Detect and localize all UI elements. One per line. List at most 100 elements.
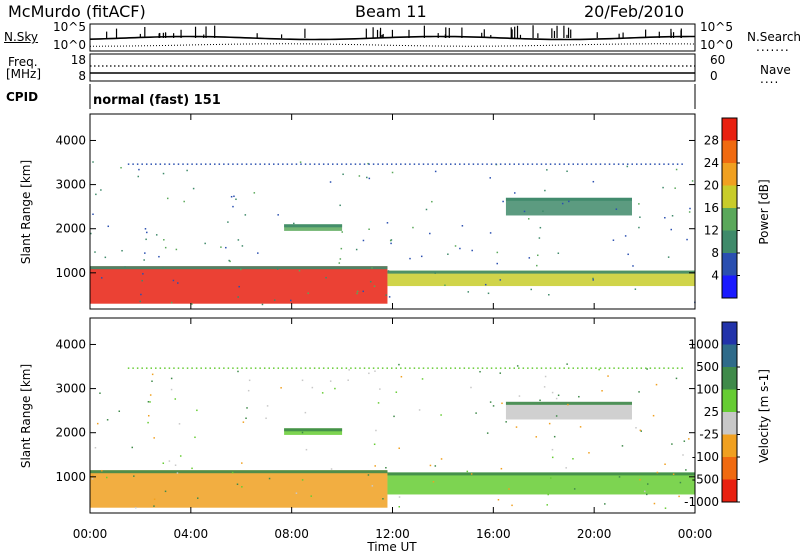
scatter-point (539, 226, 542, 229)
nsearch-label: N.Search (747, 30, 800, 44)
scatter-point (164, 163, 166, 165)
scatter-point (664, 463, 666, 466)
scatter-point (688, 211, 691, 213)
cpid-panel: normal (fast) 151 (89, 84, 696, 109)
scatter-point (548, 422, 551, 425)
scatter-point (468, 367, 470, 369)
scatter-point (667, 367, 670, 369)
scatter-point (530, 288, 532, 291)
scatter-point (670, 228, 672, 231)
scatter-point (172, 279, 175, 282)
scatter-point (385, 466, 387, 469)
scatter-point (672, 367, 674, 369)
scatter-point (371, 267, 373, 269)
time-axis-label: Time UT (366, 540, 417, 554)
scatter-point (318, 163, 320, 165)
feature-band (90, 470, 388, 508)
scatter-point (682, 454, 684, 456)
scatter-point (639, 216, 641, 218)
scatter-point (653, 502, 656, 505)
scatter-point (153, 437, 155, 439)
scatter-point (382, 498, 384, 500)
scatter-point (92, 213, 94, 215)
scatter-point (624, 235, 627, 237)
scatter-point (475, 412, 477, 414)
x-tick-label: 12:00 (375, 527, 410, 541)
scatter-point (489, 232, 492, 234)
scatter-point (447, 253, 449, 255)
scatter-point (144, 252, 146, 254)
scatter-point (134, 506, 137, 509)
scatter-point (395, 391, 398, 393)
colorbar-swatch (722, 185, 737, 209)
colorbar-swatch (722, 208, 737, 231)
scatter-point (381, 367, 384, 369)
scatter-point (390, 242, 392, 245)
scatter-point (449, 163, 452, 165)
scatter-point (599, 367, 602, 369)
scatter-point (194, 436, 196, 439)
scatter-point (499, 279, 502, 281)
scatter-point (566, 170, 568, 173)
colorbar-tick-label: 100 (696, 383, 719, 397)
scatter-point (295, 492, 298, 494)
scatter-point (595, 367, 597, 369)
colorbar-swatch (722, 434, 737, 458)
scatter-point (545, 367, 547, 369)
nave-tick-bottom: 0 (710, 69, 718, 83)
scatter-point (649, 367, 652, 369)
scatter-point (662, 186, 664, 189)
scatter-point (322, 163, 325, 165)
scatter-point (470, 473, 473, 475)
scatter-point (617, 367, 620, 369)
scatter-point (427, 367, 429, 369)
scatter-point (471, 249, 473, 252)
scatter-point (413, 163, 416, 165)
scatter-point (440, 414, 442, 416)
scatter-point (313, 163, 316, 165)
scatter-point (412, 226, 414, 229)
scatter-point (237, 296, 239, 298)
scatter-point (170, 377, 173, 380)
scatter-point (334, 387, 336, 390)
scatter-point (431, 367, 434, 369)
scatter-point (242, 421, 245, 423)
scatter-point (223, 367, 225, 369)
scatter-point (672, 163, 674, 165)
scatter-point (235, 198, 237, 201)
scatter-point (259, 367, 261, 369)
scatter-point (307, 292, 309, 294)
scatter-point (554, 163, 556, 165)
scatter-point (622, 163, 624, 165)
feature-band (284, 224, 343, 231)
scatter-point (595, 163, 597, 165)
scatter-point (368, 163, 370, 165)
scatter-point (568, 200, 570, 203)
scatter-point (191, 163, 193, 165)
scatter-point (177, 367, 180, 369)
scatter-point (298, 269, 301, 272)
scatter-point (514, 192, 516, 194)
nsearch-tick-top: 10^5 (700, 20, 733, 34)
scatter-point (672, 473, 675, 475)
x-tick-label: 04:00 (174, 527, 209, 541)
scatter-point (546, 504, 548, 506)
scatter-point (151, 380, 153, 382)
scatter-point (550, 477, 552, 479)
feature-band (284, 428, 343, 435)
scatter-point (151, 373, 154, 376)
colorbar-swatch (722, 412, 737, 435)
scatter-point (537, 254, 539, 257)
scatter-point (356, 290, 359, 293)
nsky-spikes (106, 25, 682, 38)
feature-edge (505, 197, 632, 201)
scatter-point (472, 367, 475, 369)
scatter-point (592, 279, 594, 281)
scatter-point (377, 163, 379, 165)
scatter-point (170, 388, 173, 391)
scatter-point (388, 296, 391, 298)
scatter-point (477, 367, 479, 369)
scatter-point (621, 445, 624, 447)
scatter-point (230, 195, 233, 198)
scatter-point (179, 455, 182, 457)
